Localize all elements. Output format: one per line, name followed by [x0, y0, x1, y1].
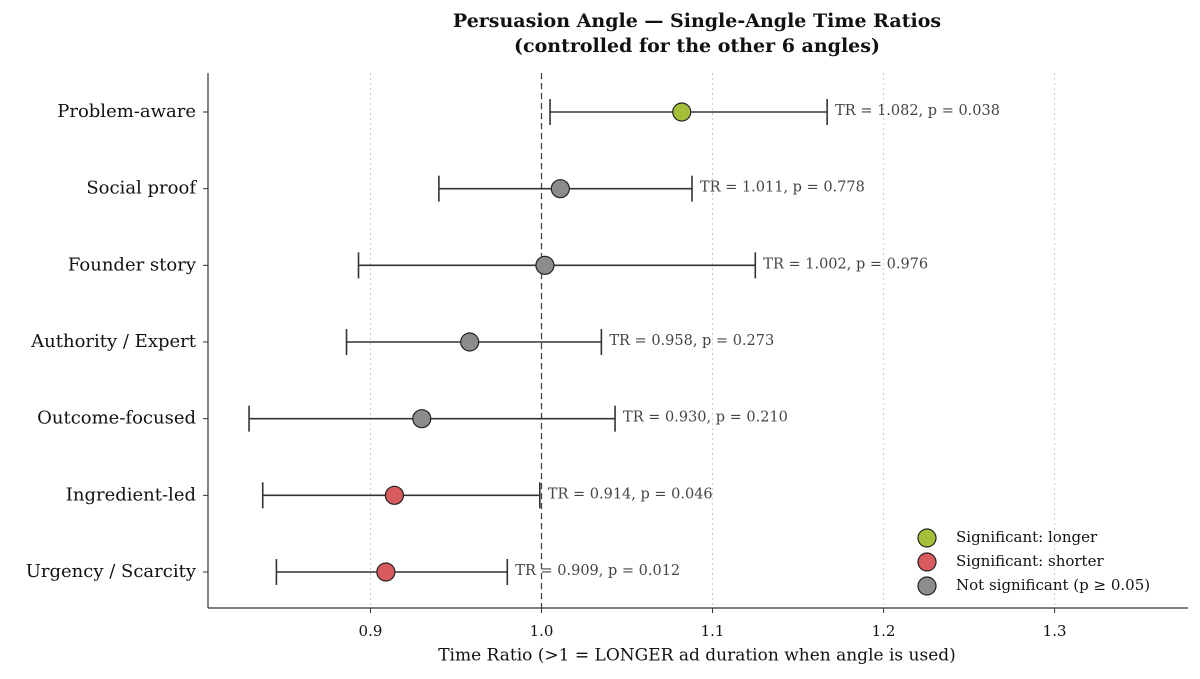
point [460, 332, 480, 352]
data-label: TR = 0.914, p = 0.046 [548, 486, 713, 502]
y-tick-label: Urgency / Scarcity [26, 561, 197, 582]
data-label: TR = 1.002, p = 0.976 [763, 256, 928, 272]
legend-label: Significant: shorter [956, 552, 1104, 570]
y-tick-label: Social proof [86, 178, 197, 199]
point [535, 255, 555, 275]
x-tick-label: 1.1 [701, 622, 725, 640]
point [550, 179, 570, 199]
legend-marker [917, 552, 937, 572]
y-tick-label: Problem-aware [57, 101, 196, 122]
y-tick-label: Outcome-focused [37, 408, 196, 429]
chart-title: Persuasion Angle — Single-Angle Time Rat… [453, 10, 941, 32]
data-label: TR = 0.909, p = 0.012 [515, 563, 680, 579]
legend-label: Not significant (p ≥ 0.05) [956, 576, 1150, 594]
legend-label: Significant: longer [956, 528, 1098, 546]
point [672, 102, 692, 122]
point [376, 562, 396, 582]
data-label: TR = 0.958, p = 0.273 [609, 333, 774, 349]
point [384, 485, 405, 505]
y-tick-label: Ingredient-led [66, 484, 196, 505]
point [412, 409, 432, 429]
data-label: TR = 1.011, p = 0.778 [700, 180, 865, 196]
legend-marker [917, 576, 937, 596]
x-axis-label: Time Ratio (>1 = LONGER ad duration when… [438, 646, 956, 666]
x-tick-label: 0.9 [359, 622, 383, 640]
y-tick-label: Founder story [68, 254, 197, 275]
y-tick-label: Authority / Expert [30, 331, 197, 352]
x-tick-label: 1.3 [1043, 622, 1067, 640]
chart-subtitle: (controlled for the other 6 angles) [514, 35, 880, 57]
x-tick-label: 1.2 [872, 622, 896, 640]
legend-marker [917, 528, 937, 548]
data-label: TR = 0.930, p = 0.210 [623, 410, 788, 426]
x-tick-label: 1.0 [530, 622, 554, 640]
data-label: TR = 1.082, p = 0.038 [835, 103, 1000, 119]
